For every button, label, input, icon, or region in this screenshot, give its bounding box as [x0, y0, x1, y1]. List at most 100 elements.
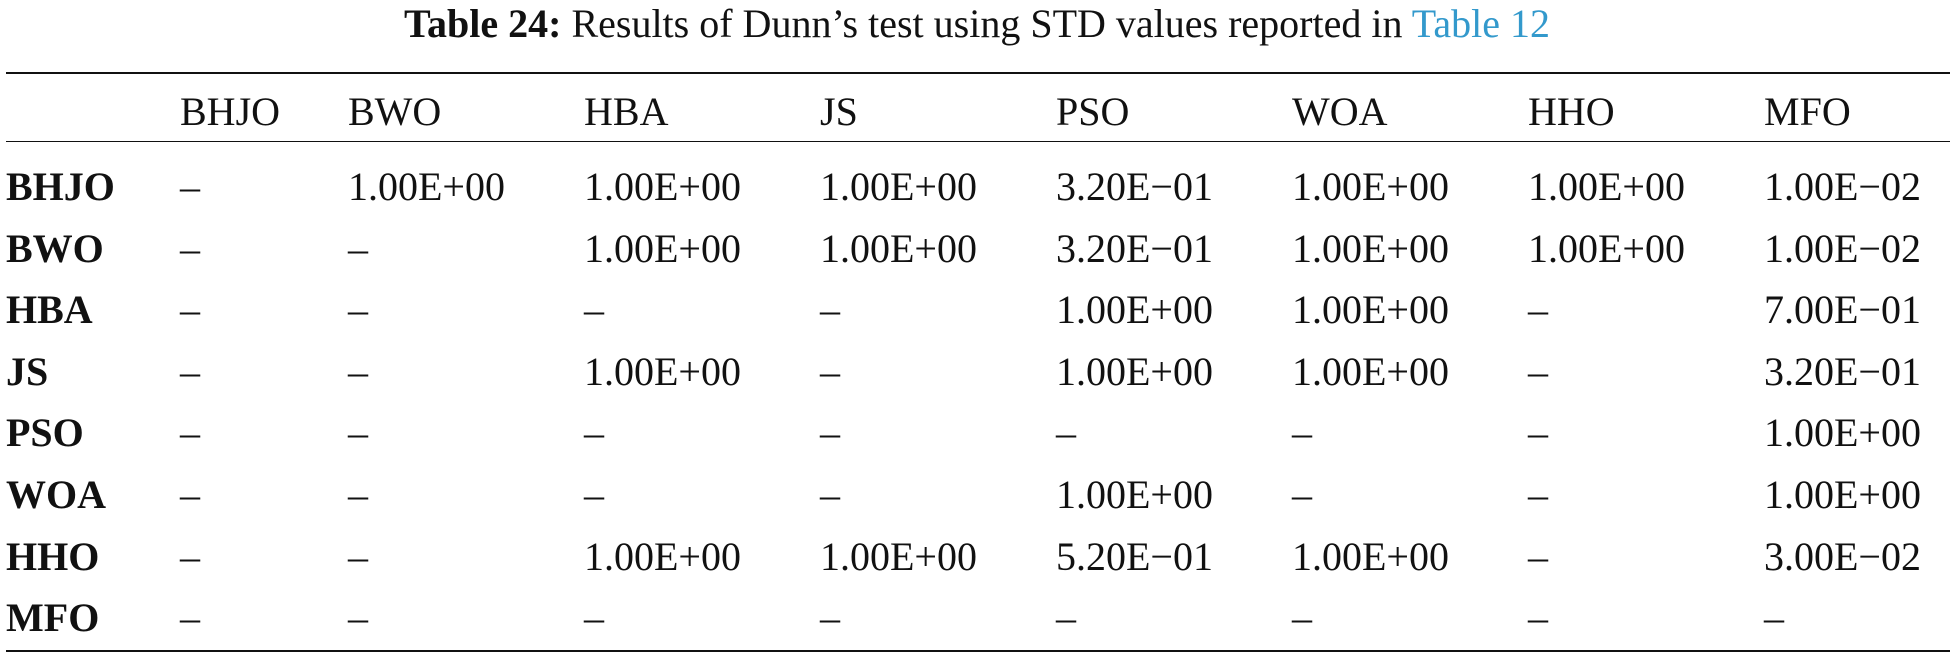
table-cell: 1.00E+00: [820, 533, 977, 579]
table-cell: 1.00E+00: [1292, 287, 1449, 333]
table-cell: 1.00E+00: [1528, 225, 1685, 271]
top-rule: [6, 72, 1950, 74]
table-cell: –: [1292, 595, 1312, 641]
table-cell: 1.00E+00: [1056, 471, 1213, 517]
table-cell: –: [584, 595, 604, 641]
table-cell: –: [180, 471, 200, 517]
table-cell: –: [820, 410, 840, 456]
table-cell: 1.00E+00: [584, 225, 741, 271]
table-cell: 1.00E+00: [1764, 471, 1921, 517]
table-caption: Table 24: Results of Dunn’s test using S…: [0, 0, 1954, 52]
table-cell: –: [348, 348, 368, 394]
table-cell: –: [348, 533, 368, 579]
table-cell: 1.00E+00: [1292, 348, 1449, 394]
table-cell: –: [584, 410, 604, 456]
table-cell: –: [820, 348, 840, 394]
row-header: BHJO: [6, 164, 115, 209]
table-cell: 5.20E−01: [1056, 533, 1213, 579]
table-row: BHJO – 1.00E+00 1.00E+00 1.00E+00 3.20E−01 1.0…: [0, 156, 1954, 218]
table-row: WOA – – – – 1.00E+00 – – 1.00E+00: [0, 464, 1954, 526]
table-cell: –: [820, 471, 840, 517]
table-cell: –: [180, 164, 200, 209]
table-cell: 1.00E+00: [1292, 164, 1449, 209]
table-header: BHJO BWO HBA JS PSO WOA HHO MFO: [0, 82, 1954, 142]
table-cell: –: [584, 287, 604, 333]
table-cell: –: [1764, 595, 1784, 641]
table-cell: 1.00E+00: [1292, 225, 1449, 271]
column-header: PSO: [1056, 89, 1130, 134]
row-header: HHO: [6, 533, 100, 579]
table-cell: 1.00E+00: [584, 533, 741, 579]
table-cell: –: [1528, 595, 1548, 641]
table-cell: –: [1056, 410, 1076, 456]
row-header: WOA: [6, 471, 106, 517]
column-header: BHJO: [180, 89, 281, 134]
table-cell: –: [348, 471, 368, 517]
column-header: BWO: [348, 89, 442, 134]
table-cell: –: [1528, 533, 1548, 579]
table-cell: –: [584, 471, 604, 517]
table-cell: 1.00E+00: [348, 164, 505, 209]
row-header: JS: [6, 348, 49, 394]
table-cell: –: [820, 287, 840, 333]
table-cell: –: [1528, 287, 1548, 333]
table-cell: 1.00E+00: [584, 164, 741, 209]
table-cell: –: [1292, 471, 1312, 517]
row-header: HBA: [6, 287, 93, 333]
column-header: MFO: [1764, 89, 1851, 134]
table-cell: 1.00E+00: [820, 225, 977, 271]
table-cell: 3.20E−01: [1056, 164, 1213, 209]
table-cell: 1.00E+00: [1764, 410, 1921, 456]
table-cell: –: [348, 410, 368, 456]
table-cell: 3.20E−01: [1764, 348, 1921, 394]
table-row: BWO – – 1.00E+00 1.00E+00 3.20E−01 1.00E+00 1.0…: [0, 218, 1954, 280]
column-header: JS: [820, 89, 858, 134]
table-cell: 3.20E−01: [1056, 225, 1213, 271]
table-row: MFO – – – – – – – –: [0, 587, 1954, 649]
table-row: HBA – – – – 1.00E+00 1.00E+00 – 7.00E−01: [0, 279, 1954, 341]
table-cell: 1.00E+00: [1528, 164, 1685, 209]
table-cell: –: [180, 287, 200, 333]
table-cell: 1.00E+00: [820, 164, 977, 209]
table-row: HHO – – 1.00E+00 1.00E+00 5.20E−01 1.00E+00 – 3.…: [0, 526, 1954, 588]
column-header: WOA: [1292, 89, 1388, 134]
caption-text: Results of Dunn’s test using STD values …: [571, 1, 1412, 46]
table-row: JS – – 1.00E+00 – 1.00E+00 1.00E+00 – 3.20E−01: [0, 341, 1954, 403]
table-cell: –: [348, 595, 368, 641]
header-row: BHJO BWO HBA JS PSO WOA HHO MFO: [0, 82, 1954, 142]
table-cell: –: [348, 287, 368, 333]
table-cell: 1.00E−02: [1764, 164, 1921, 209]
column-header: HHO: [1528, 89, 1615, 134]
table-cell: 7.00E−01: [1764, 287, 1921, 333]
table-cell: –: [348, 225, 368, 271]
table-cell: –: [180, 533, 200, 579]
table-row: PSO – – – – – – – 1.00E+00: [0, 402, 1954, 464]
header-rule: [6, 141, 1950, 142]
table-cell: –: [180, 410, 200, 456]
table-cell: –: [1528, 410, 1548, 456]
header-spacer: [0, 142, 1954, 156]
table-12-link[interactable]: Table 12: [1411, 1, 1551, 46]
table-cell: 1.00E+00: [584, 348, 741, 394]
caption-label: Table 24:: [403, 1, 562, 46]
row-header: PSO: [6, 410, 84, 456]
table-cell: –: [180, 595, 200, 641]
table-cell: –: [1528, 348, 1548, 394]
table-cell: 1.00E+00: [1056, 348, 1213, 394]
table-cell: –: [1056, 595, 1076, 641]
row-header: MFO: [6, 595, 100, 641]
row-header: BWO: [6, 225, 104, 271]
table-body: BHJO – 1.00E+00 1.00E+00 1.00E+00 3.20E−01 1.0…: [0, 142, 1954, 649]
table-cell: 1.00E+00: [1056, 287, 1213, 333]
dunn-test-table: BHJO BWO HBA JS PSO WOA HHO MFO BHJO – 1.0…: [0, 82, 1954, 649]
table-cell: –: [820, 595, 840, 641]
table-cell: 3.00E−02: [1764, 533, 1921, 579]
table-cell: –: [180, 225, 200, 271]
table-cell: –: [1292, 410, 1312, 456]
bottom-rule: [6, 650, 1950, 652]
corner-cell: [0, 82, 180, 142]
column-header: HBA: [584, 89, 669, 134]
table-cell: 1.00E−02: [1764, 225, 1921, 271]
table-cell: –: [1528, 471, 1548, 517]
table-cell: –: [180, 348, 200, 394]
